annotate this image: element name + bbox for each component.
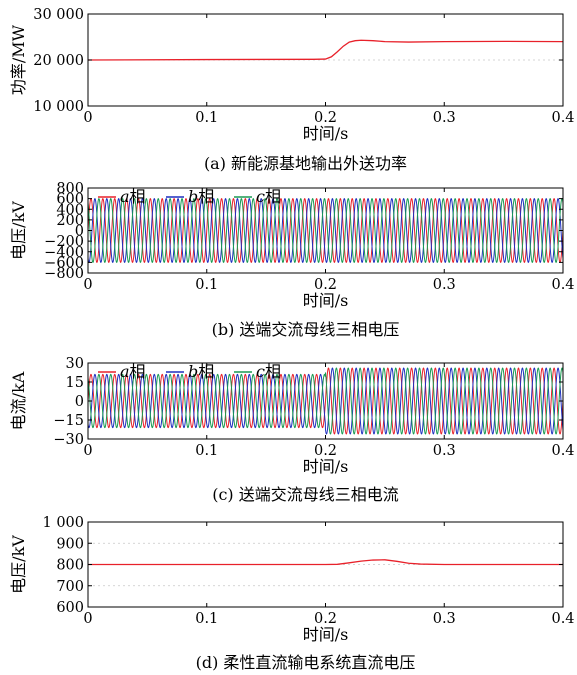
x-tick-label: 0 [83, 277, 92, 293]
panel-caption: (c) 送端交流母线三相电流 [212, 485, 399, 504]
plot-area [88, 559, 563, 566]
y-tick-label: 20 000 [33, 53, 84, 69]
y-tick-label: 10 000 [33, 99, 84, 115]
panel-caption: (b) 送端交流母线三相电压 [212, 320, 400, 339]
y-tick-label: 200 [56, 213, 84, 229]
x-tick-label: 0.4 [551, 443, 574, 459]
y-tick-label: 0 [75, 394, 84, 410]
panel-caption: (d) 柔性直流输电系统直流电压 [196, 653, 416, 672]
phase-a-line [88, 197, 563, 264]
y-tick-label: 800 [56, 558, 84, 574]
x-tick-label: 0.1 [195, 277, 218, 293]
y-tick-label: 30 [66, 356, 84, 372]
legend-entry-a: a相 [120, 362, 146, 381]
x-tick-label: 0.2 [314, 110, 337, 126]
x-tick-label: 0.2 [314, 443, 337, 459]
y-tick-label: −800 [44, 266, 84, 282]
chart-panel-d: 0 0.1 0.2 0.3 0.4 600 700 800 900 1 000 时间/s 电压/kV (… [9, 515, 575, 672]
y-tick-label: 700 [56, 579, 84, 595]
x-tick-label: 0.2 [314, 611, 337, 627]
x-tick-label: 0 [83, 611, 92, 627]
y-tick-label: 1 000 [42, 515, 84, 531]
plot-area [88, 197, 563, 264]
chart-panel-b: 0 0.1 0.2 0.3 0.48006004002000−200−400−600−8… [9, 181, 575, 339]
x-axis-label: 时间/s [303, 291, 349, 310]
x-tick-label: 0.1 [195, 611, 218, 627]
x-tick-label: 0.3 [433, 110, 456, 126]
x-tick-label: 0 [83, 443, 92, 459]
chart-panel-a: 0 0.1 0.2 0.3 0.4 10 000 20 000 30 000 时间/s 功率/MW… [9, 7, 575, 173]
legend-entry-c: c相 [256, 362, 281, 381]
y-tick-label: 15 [66, 375, 84, 391]
y-axis-label: 电压/kV [9, 535, 28, 594]
phase-b-line [88, 197, 563, 264]
y-axis-label: 功率/MW [9, 24, 28, 95]
y-tick-label: 400 [56, 202, 84, 218]
x-tick-label: 0.2 [314, 277, 337, 293]
plot-area [88, 367, 563, 435]
phase-b-line [88, 367, 563, 435]
y-tick-label: 600 [56, 600, 84, 616]
x-tick-label: 0.4 [551, 611, 574, 627]
y-tick-label: 800 [56, 181, 84, 197]
legend-entry-b: b相 [188, 187, 214, 206]
x-tick-label: 0.3 [433, 611, 456, 627]
y-tick-label: 30 000 [33, 7, 84, 23]
phase-a-line [88, 367, 563, 435]
phase-c-line [88, 197, 563, 264]
y-tick-label: 900 [56, 536, 84, 552]
y-tick-label: −400 [44, 245, 84, 261]
x-axis-label: 时间/s [303, 124, 349, 143]
series-line [88, 39, 563, 61]
x-axis-label: 时间/s [303, 625, 349, 644]
x-tick-label: 0.1 [195, 443, 218, 459]
legend-entry-a: a相 [120, 187, 146, 206]
y-tick-label: −600 [44, 255, 84, 271]
y-axis-label: 电压/kV [9, 201, 28, 260]
series-line [88, 559, 563, 566]
x-tick-label: 0.4 [551, 277, 574, 293]
phase-c-line [88, 367, 563, 435]
y-tick-label: −30 [53, 432, 84, 448]
chart-panel-c: 0 0.1 0.2 0.3 0.4 30 15 0 −15 −30 时间/s 电流/kA a相 b相 c相 (… [9, 356, 575, 504]
x-tick-label: 0.1 [195, 110, 218, 126]
legend-entry-b: b相 [188, 362, 214, 381]
y-tick-label: −200 [44, 234, 84, 250]
y-tick-label: −15 [53, 413, 84, 429]
legend: a相 b相 c相 [98, 362, 281, 381]
y-axis-label: 电流/kA [9, 371, 28, 430]
x-tick-label: 0 [83, 110, 92, 126]
x-tick-label: 0.4 [551, 110, 574, 126]
plot-area [88, 39, 563, 61]
legend: a相 b相 c相 [98, 187, 281, 206]
x-tick-label: 0.3 [433, 277, 456, 293]
x-axis-label: 时间/s [303, 457, 349, 476]
y-tick-label: 0 [75, 224, 84, 240]
legend-entry-c: c相 [256, 187, 281, 206]
panel-caption: (a) 新能源基地输出外送功率 [204, 154, 407, 173]
y-tick-label: 600 [56, 192, 84, 208]
x-tick-label: 0.3 [433, 443, 456, 459]
